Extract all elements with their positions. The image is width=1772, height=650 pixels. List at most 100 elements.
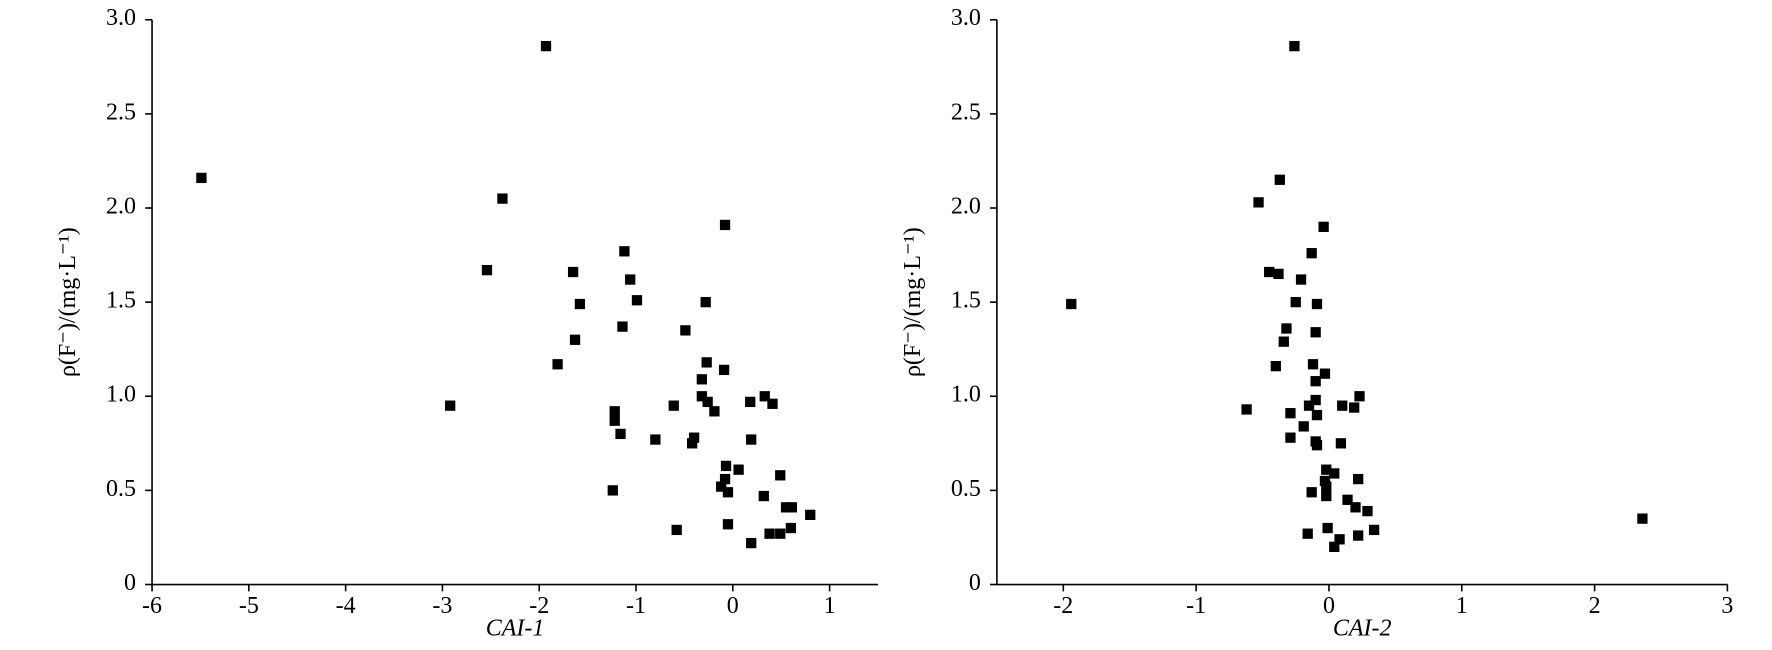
y-tick-label: 2.0 <box>106 194 136 220</box>
y-tick-label: 0 <box>969 570 981 596</box>
y-tick-label: 3.0 <box>951 5 981 31</box>
scatter-point <box>775 528 786 539</box>
scatter-point <box>569 334 581 345</box>
x-axis-label: CAI-1 <box>486 616 545 642</box>
scatter-point <box>1302 528 1313 539</box>
scatter-point <box>1311 440 1323 451</box>
scatter-point <box>780 502 792 513</box>
scatter-point <box>1310 376 1321 387</box>
scatter-point <box>1319 368 1331 379</box>
scatter-point <box>720 460 732 472</box>
scatter-point <box>702 396 713 408</box>
scatter-point <box>615 428 626 440</box>
scatter-point <box>1342 494 1353 505</box>
scatter-point <box>617 321 628 332</box>
y-axis-label: ρ(F⁻)/(mg·L⁻¹) <box>900 227 926 377</box>
y-tick-label: 2.0 <box>951 194 981 220</box>
scatter-point <box>1306 487 1317 498</box>
x-tick-label: -3 <box>432 593 452 619</box>
scatter-point <box>1311 409 1323 421</box>
scatter-point <box>701 357 712 368</box>
scatter-point <box>805 509 816 521</box>
scatter-point <box>746 537 757 549</box>
scatter-point <box>722 519 734 530</box>
scatter-point <box>759 391 770 402</box>
scatter-point <box>668 400 679 411</box>
scatter-point <box>540 40 552 52</box>
scatter-point <box>718 364 730 376</box>
scatter-point <box>1329 541 1340 553</box>
scatter-point <box>696 391 707 402</box>
scatter-point <box>1353 473 1364 485</box>
scatter-point <box>609 415 620 426</box>
scatter-point <box>1290 296 1301 308</box>
scatter-point <box>1253 197 1264 208</box>
scatter-point <box>1354 391 1365 402</box>
scatter-point <box>1310 394 1321 406</box>
x-tick-label: 3 <box>1721 593 1733 619</box>
scatter-point <box>1285 408 1296 419</box>
scatter-point <box>722 487 734 498</box>
scatter-point <box>196 172 207 184</box>
scatter-point <box>709 406 720 417</box>
scatter-point <box>607 485 618 496</box>
scatter-point <box>1281 323 1292 334</box>
scatter-point <box>786 502 797 513</box>
y-tick-label: 1.0 <box>106 382 136 408</box>
scatter-point <box>567 266 579 278</box>
y-tick-label: 0 <box>124 570 136 596</box>
scatter-point <box>719 473 731 485</box>
scatter-point <box>1310 327 1321 338</box>
x-tick-label: -5 <box>239 593 259 619</box>
scatter-point <box>700 296 711 308</box>
scatter-point <box>1318 221 1329 232</box>
scatter-point <box>1321 490 1332 502</box>
scatter-point <box>1321 464 1332 475</box>
scatter-point <box>1307 359 1319 370</box>
scatter-point <box>1319 475 1331 487</box>
scatter-point <box>497 193 508 204</box>
x-tick-label: 0 <box>727 593 739 619</box>
scatter-point <box>1295 274 1307 285</box>
scatter-point <box>775 470 786 481</box>
x-tick-label: 1 <box>824 593 836 619</box>
x-tick-label: 1 <box>1456 593 1468 619</box>
scatter-point <box>1637 513 1648 524</box>
scatter-point <box>481 264 493 276</box>
x-tick-label: -2 <box>1053 593 1073 619</box>
scatter-point <box>1337 400 1348 411</box>
scatter-point <box>574 298 586 310</box>
scatter-point <box>696 374 707 385</box>
scatter-point <box>1289 40 1300 52</box>
scatter-point <box>631 295 643 306</box>
scatter-point <box>719 219 731 231</box>
scatter-point <box>671 524 682 536</box>
scatter-point <box>758 490 769 502</box>
y-axis-label: ρ(F⁻)/(mg·L⁻¹) <box>55 227 81 377</box>
scatter-point <box>767 398 778 409</box>
scatter-point <box>1273 268 1284 280</box>
x-tick-label: -1 <box>626 593 646 619</box>
scatter-point <box>1066 298 1077 310</box>
scatter-point <box>1362 505 1373 517</box>
y-tick-label: 0.5 <box>951 476 981 502</box>
y-tick-label: 0.5 <box>106 476 136 502</box>
y-tick-label: 3.0 <box>106 5 136 31</box>
x-tick-label: -2 <box>529 593 549 619</box>
scatter-point <box>1264 266 1275 278</box>
scatter-point <box>764 528 775 539</box>
scatter-point <box>619 246 630 257</box>
x-tick-label: 0 <box>1323 593 1335 619</box>
scatter-point <box>1334 534 1345 545</box>
scatter-point <box>1306 248 1317 259</box>
scatter-point <box>1241 404 1252 415</box>
scatter-point <box>785 522 797 534</box>
scatter-point <box>746 434 757 445</box>
x-axis-label: CAI-2 <box>1333 616 1392 642</box>
scatter-point <box>1335 438 1347 449</box>
scatter-point <box>1285 432 1296 443</box>
scatter-point <box>1353 530 1364 541</box>
scatter-point <box>1350 502 1361 513</box>
scatter-point <box>1368 524 1380 536</box>
